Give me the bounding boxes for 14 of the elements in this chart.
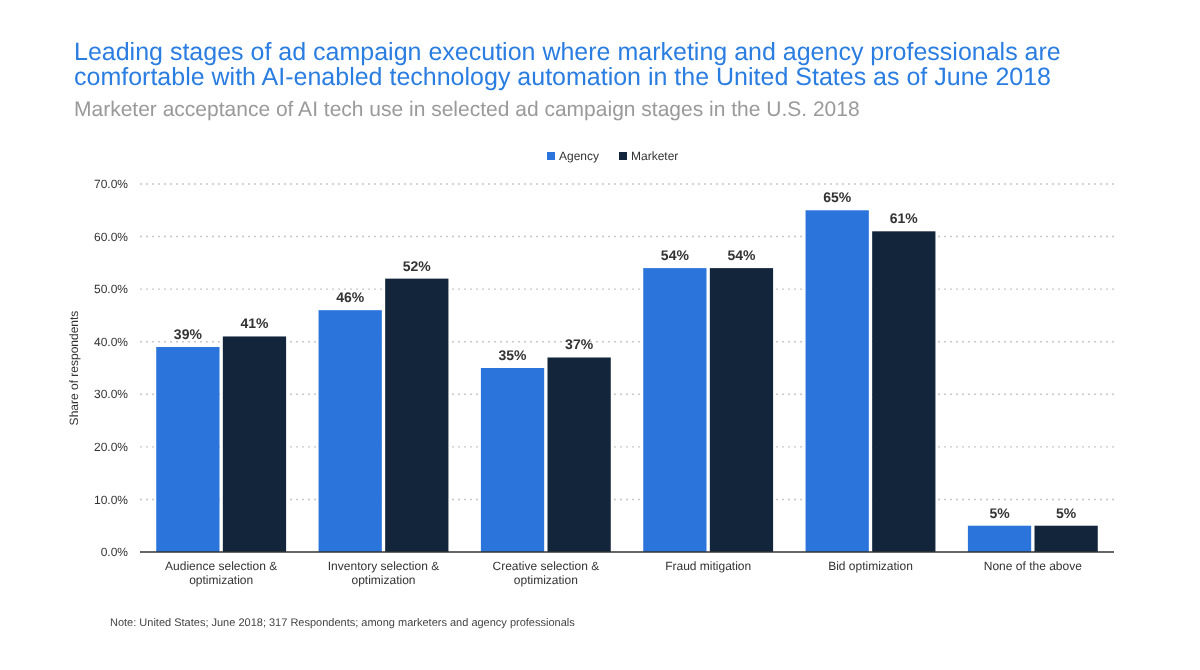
bar	[709, 268, 774, 552]
bar	[222, 336, 287, 552]
bar	[480, 368, 545, 552]
chart-title: Leading stages of ad campaign execution where marketing and agency professionals are comfortable with AI-enabled technology automation in the United States as of June 2018	[74, 38, 1061, 91]
bar	[318, 310, 382, 552]
chart-subtitle: Marketer acceptance of AI tech use in selected ad campaign stages in the U.S. 2018	[74, 98, 860, 122]
bar	[1034, 525, 1098, 552]
bar	[385, 278, 449, 552]
bar	[805, 210, 869, 552]
bar	[967, 525, 1032, 552]
bar	[156, 346, 220, 552]
bar	[643, 268, 707, 552]
bar	[872, 231, 936, 552]
bar	[547, 357, 611, 552]
